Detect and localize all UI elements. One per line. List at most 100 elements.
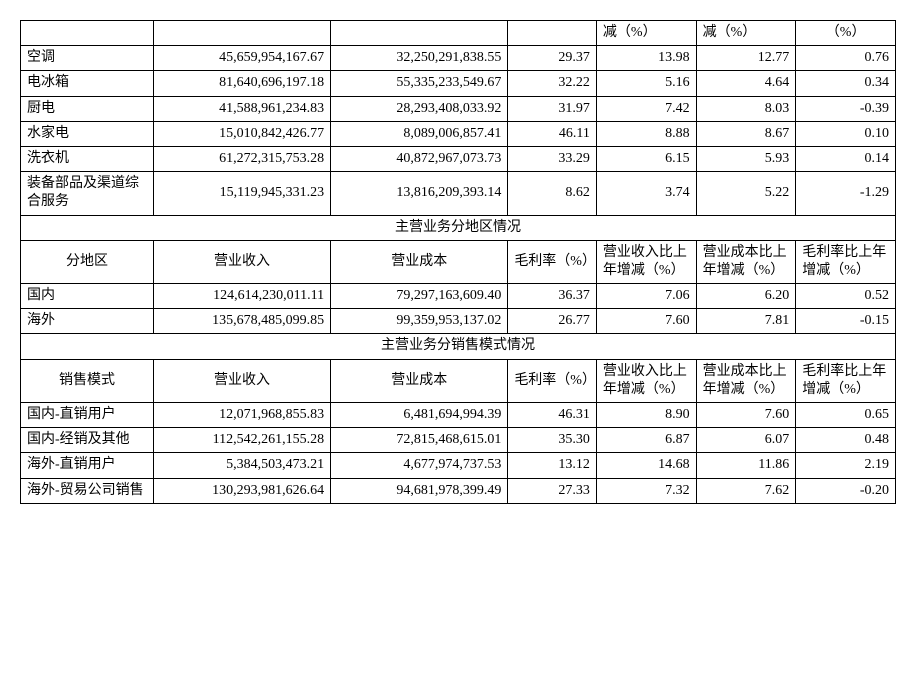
sales-cost-chg: 7.60 [696,403,796,428]
sales-section-title: 主营业务分销售模式情况 [21,334,896,359]
sales-row: 海外-直销用户5,384,503,473.214,677,974,737.531… [21,453,896,478]
product-margin: 33.29 [508,146,597,171]
product-rev-chg: 8.88 [596,121,696,146]
product-revenue: 81,640,696,197.18 [153,71,330,96]
product-name: 电冰箱 [21,71,154,96]
product-revenue: 45,659,954,167.67 [153,46,330,71]
financial-table: 减（%）减（%）（%）空调45,659,954,167.6732,250,291… [20,20,896,504]
product-cost-chg: 5.93 [696,146,796,171]
region-header-rev: 营业收入 [153,240,330,283]
region-rev-chg: 7.60 [596,309,696,334]
region-rev-chg: 7.06 [596,284,696,309]
sales-rev-chg: 8.90 [596,403,696,428]
product-cost: 8,089,006,857.41 [331,121,508,146]
region-name: 海外 [21,309,154,334]
product-revenue: 41,588,961,234.83 [153,96,330,121]
sales-rev-chg: 6.87 [596,428,696,453]
region-name: 国内 [21,284,154,309]
header-rev-chg: 减（%） [596,21,696,46]
region-header-label: 分地区 [21,240,154,283]
sales-cost: 94,681,978,399.49 [331,478,508,503]
header-cost-chg: 减（%） [696,21,796,46]
sales-header-margin: 毛利率（%） [508,359,597,402]
region-row: 海外135,678,485,099.8599,359,953,137.0226.… [21,309,896,334]
region-row: 国内124,614,230,011.1179,297,163,609.4036.… [21,284,896,309]
region-header-cost-chg: 营业成本比上年增减（%） [696,240,796,283]
sales-revenue: 5,384,503,473.21 [153,453,330,478]
region-revenue: 135,678,485,099.85 [153,309,330,334]
sales-header-rev: 营业收入 [153,359,330,402]
region-header-margin-chg: 毛利率比上年增减（%） [796,240,896,283]
sales-margin-chg: 2.19 [796,453,896,478]
region-cost-chg: 7.81 [696,309,796,334]
product-row: 空调45,659,954,167.6732,250,291,838.5529.3… [21,46,896,71]
product-margin-chg: -1.29 [796,172,896,215]
product-cost: 28,293,408,033.92 [331,96,508,121]
product-cost: 40,872,967,073.73 [331,146,508,171]
sales-header-margin-chg: 毛利率比上年增减（%） [796,359,896,402]
sales-row: 海外-贸易公司销售130,293,981,626.6494,681,978,39… [21,478,896,503]
product-margin-chg: 0.34 [796,71,896,96]
region-header-rev-chg: 营业收入比上年增减（%） [596,240,696,283]
product-cost-chg: 12.77 [696,46,796,71]
sales-cost-chg: 6.07 [696,428,796,453]
product-cost: 13,816,209,393.14 [331,172,508,215]
blank-cell [331,21,508,46]
product-margin: 32.22 [508,71,597,96]
blank-cell [153,21,330,46]
blank-cell [508,21,597,46]
sales-revenue: 12,071,968,855.83 [153,403,330,428]
product-name: 洗衣机 [21,146,154,171]
product-rev-chg: 5.16 [596,71,696,96]
sales-margin: 35.30 [508,428,597,453]
region-cost-chg: 6.20 [696,284,796,309]
sales-header-rev-chg: 营业收入比上年增减（%） [596,359,696,402]
sales-margin: 27.33 [508,478,597,503]
product-rev-chg: 3.74 [596,172,696,215]
region-cost: 79,297,163,609.40 [331,284,508,309]
sales-header-label: 销售模式 [21,359,154,402]
sales-cost: 6,481,694,994.39 [331,403,508,428]
product-name: 装备部品及渠道综合服务 [21,172,154,215]
product-cost-chg: 8.03 [696,96,796,121]
region-section-title: 主营业务分地区情况 [21,215,896,240]
region-margin: 36.37 [508,284,597,309]
sales-revenue: 130,293,981,626.64 [153,478,330,503]
product-margin: 29.37 [508,46,597,71]
product-name: 空调 [21,46,154,71]
region-margin: 26.77 [508,309,597,334]
product-name: 厨电 [21,96,154,121]
region-cost: 99,359,953,137.02 [331,309,508,334]
region-margin-chg: 0.52 [796,284,896,309]
product-rev-chg: 13.98 [596,46,696,71]
sales-row: 国内-直销用户12,071,968,855.836,481,694,994.39… [21,403,896,428]
product-cost-chg: 8.67 [696,121,796,146]
product-cost: 55,335,233,549.67 [331,71,508,96]
product-margin: 8.62 [508,172,597,215]
sales-margin-chg: 0.48 [796,428,896,453]
sales-name: 国内-直销用户 [21,403,154,428]
product-row: 装备部品及渠道综合服务15,119,945,331.2313,816,209,3… [21,172,896,215]
sales-header-cost: 营业成本 [331,359,508,402]
product-row: 厨电41,588,961,234.8328,293,408,033.9231.9… [21,96,896,121]
product-row: 电冰箱81,640,696,197.1855,335,233,549.6732.… [21,71,896,96]
product-rev-chg: 7.42 [596,96,696,121]
region-header-margin: 毛利率（%） [508,240,597,283]
region-revenue: 124,614,230,011.11 [153,284,330,309]
sales-revenue: 112,542,261,155.28 [153,428,330,453]
product-row: 水家电15,010,842,426.778,089,006,857.4146.1… [21,121,896,146]
region-margin-chg: -0.15 [796,309,896,334]
product-margin-chg: 0.10 [796,121,896,146]
product-revenue: 61,272,315,753.28 [153,146,330,171]
product-rev-chg: 6.15 [596,146,696,171]
product-margin: 46.11 [508,121,597,146]
sales-cost: 4,677,974,737.53 [331,453,508,478]
product-margin-chg: -0.39 [796,96,896,121]
sales-margin: 46.31 [508,403,597,428]
product-row: 洗衣机61,272,315,753.2840,872,967,073.7333.… [21,146,896,171]
product-cost: 32,250,291,838.55 [331,46,508,71]
blank-cell [21,21,154,46]
product-margin-chg: 0.76 [796,46,896,71]
sales-name: 海外-贸易公司销售 [21,478,154,503]
product-cost-chg: 4.64 [696,71,796,96]
